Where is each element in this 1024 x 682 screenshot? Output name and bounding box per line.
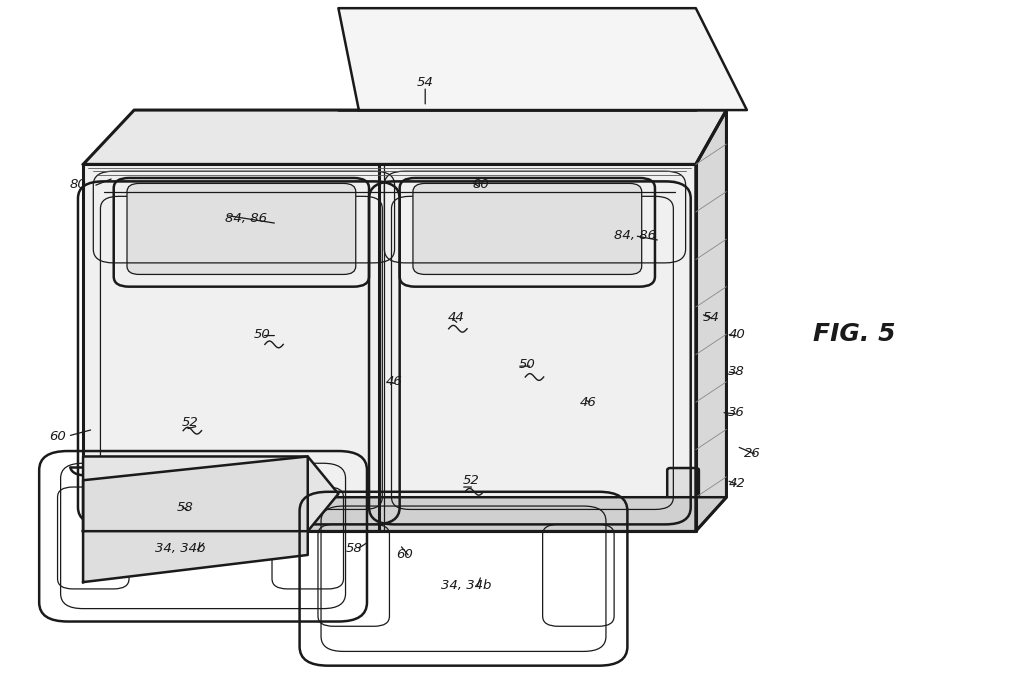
Text: 80: 80 (473, 178, 489, 191)
Polygon shape (338, 8, 746, 110)
Text: 52: 52 (463, 474, 479, 487)
Polygon shape (83, 497, 726, 531)
Text: 54: 54 (417, 76, 433, 89)
Text: 60: 60 (396, 548, 413, 561)
FancyBboxPatch shape (127, 183, 355, 274)
Text: 26: 26 (743, 447, 761, 460)
Text: 84, 86: 84, 86 (613, 229, 655, 242)
Polygon shape (83, 164, 696, 531)
Text: 54: 54 (702, 311, 720, 324)
Text: 80: 80 (70, 178, 86, 191)
FancyBboxPatch shape (668, 468, 699, 506)
Text: 46: 46 (386, 375, 402, 388)
Text: 36: 36 (728, 406, 745, 419)
Text: FIG. 5: FIG. 5 (813, 322, 895, 346)
Text: 58: 58 (345, 542, 362, 554)
Text: 50: 50 (253, 328, 270, 341)
Text: 40: 40 (728, 328, 745, 341)
Text: 46: 46 (581, 396, 597, 409)
Polygon shape (83, 456, 338, 531)
Polygon shape (696, 110, 726, 531)
Text: 38: 38 (728, 365, 745, 378)
Text: 34, 34b: 34, 34b (155, 542, 205, 554)
Text: 50: 50 (519, 358, 536, 371)
Text: 60: 60 (49, 430, 66, 443)
Text: 42: 42 (728, 477, 745, 490)
Text: 52: 52 (182, 416, 199, 429)
Text: 34, 34b: 34, 34b (441, 579, 492, 592)
FancyBboxPatch shape (413, 183, 642, 274)
Text: 44: 44 (447, 311, 464, 324)
Polygon shape (83, 110, 726, 164)
Polygon shape (83, 456, 308, 582)
Text: 58: 58 (177, 501, 194, 514)
Text: 84, 86: 84, 86 (225, 212, 267, 225)
